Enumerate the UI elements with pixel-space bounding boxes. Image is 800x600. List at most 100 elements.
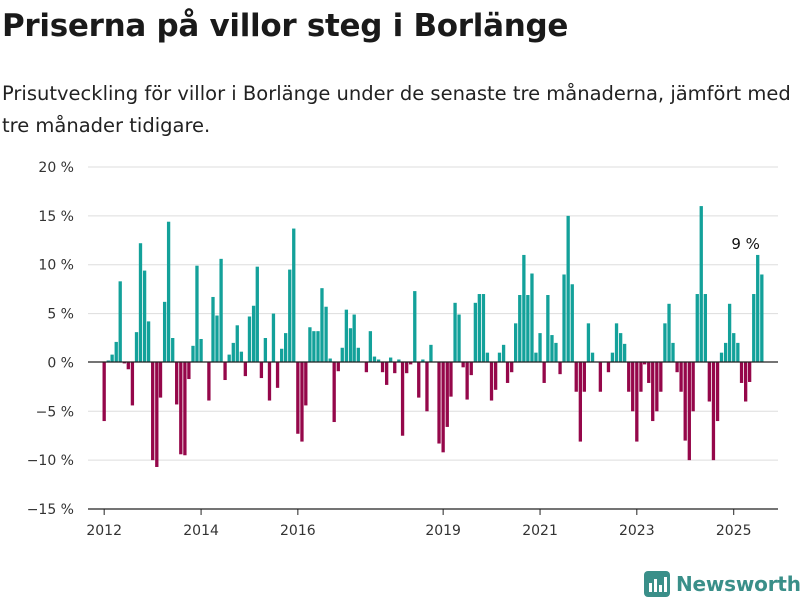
bar: [114, 341, 118, 363]
bar: [558, 362, 562, 375]
bar: [655, 362, 659, 412]
bar: [207, 362, 211, 401]
bar: [400, 362, 405, 436]
bar: [376, 359, 381, 363]
bar: [493, 362, 498, 390]
bar: [247, 316, 252, 363]
bar: [215, 315, 219, 363]
bar: [231, 342, 235, 363]
bar: [566, 215, 570, 363]
bar: [348, 328, 353, 363]
bar: [151, 362, 155, 461]
bar: [457, 314, 461, 363]
bar: [296, 362, 300, 434]
bar: [183, 362, 187, 456]
bar: [651, 362, 655, 422]
bar: [243, 362, 248, 377]
bar: [356, 347, 360, 363]
annotations: 9 %: [731, 235, 760, 253]
bar: [732, 333, 736, 363]
bar: [542, 362, 546, 383]
newsworthy-logo: Newsworthy: [644, 570, 800, 598]
bar: [562, 274, 566, 363]
bar: [312, 331, 316, 363]
bar: [610, 352, 615, 363]
bar: [146, 321, 151, 363]
bar: [707, 362, 711, 402]
bar: [469, 362, 473, 376]
bar: [505, 362, 510, 383]
bar: [388, 357, 393, 363]
bar: [352, 314, 356, 363]
bar: [449, 362, 453, 397]
bar: [590, 352, 595, 363]
bar: [393, 362, 397, 374]
y-tick-label: 5 %: [47, 307, 74, 323]
bar: [239, 351, 244, 363]
bar: [715, 362, 720, 422]
bar: [275, 362, 280, 388]
y-tick-label: −10 %: [27, 453, 74, 469]
bar: [409, 362, 413, 365]
bar: [179, 362, 183, 455]
value-annotation: 9 %: [731, 235, 760, 253]
bar: [736, 342, 740, 363]
bar: [227, 354, 231, 363]
bar: [195, 265, 199, 363]
bar: [364, 362, 369, 373]
bar: [320, 288, 324, 363]
bar: [368, 331, 373, 363]
bar: [659, 362, 663, 392]
bar: [534, 352, 538, 363]
bar: [162, 301, 167, 363]
bar: [747, 362, 752, 382]
bar: [437, 362, 441, 444]
bar: [618, 333, 623, 363]
bar: [138, 243, 143, 363]
bar: [271, 313, 276, 363]
bar: [171, 338, 175, 363]
bar: [280, 348, 284, 363]
bar: [703, 294, 708, 363]
bar: [711, 362, 716, 461]
bar: [199, 338, 203, 363]
bar: [332, 362, 336, 423]
bar: [413, 291, 417, 363]
bar: [336, 362, 340, 372]
bar: [155, 362, 159, 467]
bar: [752, 294, 756, 363]
bar: [497, 352, 502, 363]
bar: [614, 323, 619, 363]
bar: [300, 362, 304, 442]
bar: [340, 347, 344, 363]
bar: [667, 303, 671, 363]
bar: [211, 296, 215, 363]
bar: [530, 273, 534, 363]
bar: [251, 305, 256, 363]
bar: [417, 362, 421, 398]
bar: [219, 258, 223, 363]
bar: [122, 362, 126, 364]
bar: [110, 354, 114, 363]
bar: [554, 342, 558, 363]
x-tick-label: 2012: [86, 523, 122, 539]
chart-subtitle: Prisutveckling för villor i Borlänge und…: [2, 82, 791, 137]
bar: [304, 362, 308, 406]
bar: [485, 352, 490, 363]
bar: [719, 352, 724, 363]
bar: [518, 295, 522, 363]
bar: [259, 362, 264, 379]
bar: [760, 274, 764, 363]
brand-name: Newsworthy: [676, 572, 800, 596]
bar: [642, 362, 647, 365]
bar: [631, 362, 635, 412]
bar: [598, 362, 603, 392]
bar: [158, 362, 163, 398]
bar: [372, 356, 377, 363]
bar: [695, 294, 699, 363]
bar: [223, 362, 227, 381]
bar: [292, 228, 296, 363]
y-axis-ticks: 20 % 15 % 10 % 5 % 0 % −5 % −10 % −15 %: [27, 160, 74, 518]
x-tick-label: 2021: [522, 523, 558, 539]
